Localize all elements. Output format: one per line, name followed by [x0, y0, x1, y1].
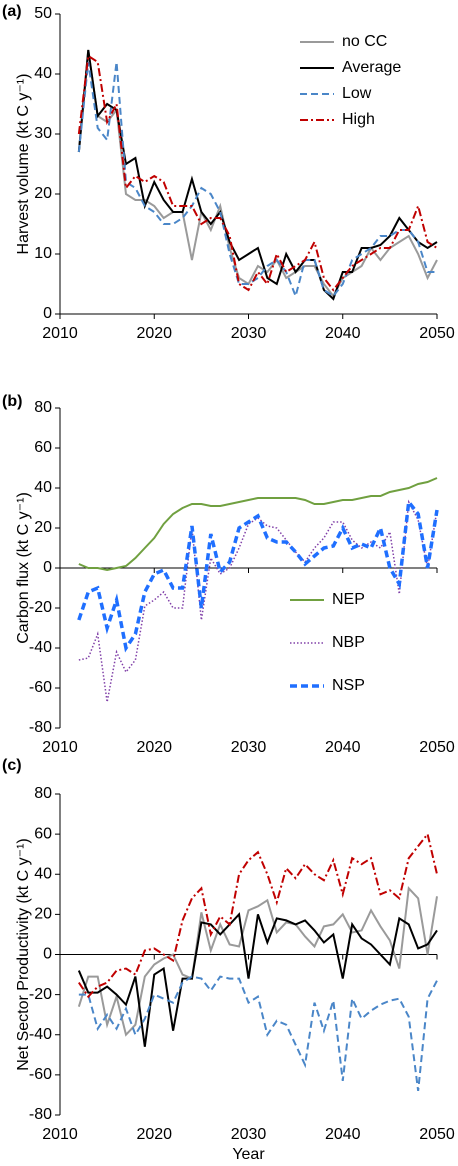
y-tick-label: 0: [43, 305, 52, 322]
y-axis-title: Net Sector Productivity (kt C y⁻¹): [15, 838, 32, 1071]
panel-label: (b): [2, 393, 22, 410]
y-tick-label: 40: [34, 479, 52, 496]
series-line: [78, 477, 438, 572]
legend-label: NEP: [332, 591, 365, 608]
legend-label: NBP: [332, 634, 365, 651]
x-tick-label: 2030: [231, 1126, 267, 1143]
series-line: [77, 61, 437, 300]
x-tick-label: 2040: [325, 1126, 361, 1143]
y-tick-label: 20: [34, 906, 52, 923]
series-line: [77, 54, 438, 292]
x-tick-label: 2030: [231, 325, 267, 342]
series-line: [77, 886, 438, 1037]
series-line: [77, 912, 438, 1047]
y-tick-label: 20: [34, 519, 52, 536]
y-tick-label: 50: [34, 5, 52, 22]
y-tick-label: -60: [29, 679, 52, 696]
y-tick-label: -40: [29, 1026, 52, 1043]
y-tick-label: -60: [29, 1066, 52, 1083]
y-tick-label: 80: [34, 399, 52, 416]
y-tick-label: 0: [43, 946, 52, 963]
x-tick-label: 2010: [42, 325, 78, 342]
x-tick-label: 2040: [325, 325, 361, 342]
x-tick-label: 2020: [136, 325, 172, 342]
x-tick-label: 2010: [42, 1126, 78, 1143]
legend-label: Average: [342, 59, 401, 76]
series-line: [78, 831, 438, 999]
y-tick-label: 80: [34, 785, 52, 802]
y-tick-label: -40: [29, 639, 52, 656]
legend-label: Low: [342, 85, 372, 102]
series-line: [78, 975, 438, 1092]
y-tick-label: -20: [29, 599, 52, 616]
series-line: [77, 49, 438, 301]
x-tick-label: 2050: [419, 1126, 455, 1143]
y-tick-label: 10: [34, 245, 52, 262]
x-tick-label: 2040: [325, 739, 361, 756]
x-tick-label: 2050: [419, 325, 455, 342]
y-tick-label: 30: [34, 125, 52, 142]
legend-label: High: [342, 111, 375, 128]
y-axis-title: Harvest volume (kt C y⁻¹): [15, 74, 32, 255]
x-tick-label: 2030: [231, 739, 267, 756]
y-tick-label: 40: [34, 65, 52, 82]
y-tick-label: -80: [29, 1106, 52, 1123]
y-axis-title: Carbon flux (kt C y⁻¹): [15, 492, 32, 644]
y-tick-label: 60: [34, 439, 52, 456]
panel-label: (c): [2, 757, 22, 774]
x-tick-label: 2020: [136, 739, 172, 756]
x-tick-label: 2020: [136, 1126, 172, 1143]
y-tick-label: 40: [34, 865, 52, 882]
x-tick-label: 2010: [42, 739, 78, 756]
x-axis-title: Year: [232, 1146, 265, 1163]
panel-label: (a): [2, 3, 22, 20]
y-tick-label: -80: [29, 719, 52, 736]
y-tick-label: 60: [34, 825, 52, 842]
series-line: [77, 49, 438, 298]
x-tick-label: 2050: [419, 739, 455, 756]
series-line: [78, 499, 438, 703]
y-tick-label: -20: [29, 986, 52, 1003]
legend-label: no CC: [342, 33, 387, 50]
legend-label: NSP: [332, 677, 365, 694]
series-line: [77, 497, 439, 653]
y-tick-label: 20: [34, 185, 52, 202]
y-tick-label: 0: [43, 559, 52, 576]
